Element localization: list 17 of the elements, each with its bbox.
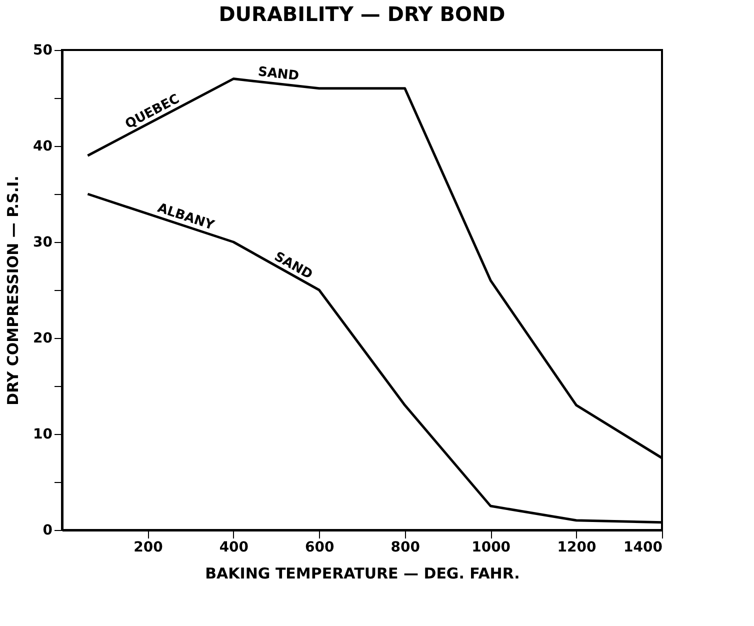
y-tick-label: 20 bbox=[33, 330, 53, 346]
x-tick-label: 800 bbox=[390, 540, 420, 556]
y-tick-label: 0 bbox=[42, 522, 53, 538]
y-tick-label: 50 bbox=[33, 42, 53, 58]
y-tick-label: 10 bbox=[33, 426, 53, 442]
x-tick-label: 600 bbox=[305, 540, 335, 556]
x-tick-label: 1400 bbox=[624, 540, 663, 556]
x-tick-label: 1200 bbox=[557, 540, 597, 556]
x-axis-title: BAKING TEMPERATURE — DEG. FAHR. bbox=[205, 564, 520, 582]
chart-title: DURABILITY — DRY BOND bbox=[218, 2, 506, 26]
x-tick-label: 1000 bbox=[472, 540, 511, 556]
annotation: SAND bbox=[257, 64, 300, 84]
y-axis-title: DRY COMPRESSION — P.S.I. bbox=[4, 176, 22, 406]
y-tick-label: 30 bbox=[33, 234, 53, 250]
y-tick-label: 40 bbox=[33, 138, 53, 154]
x-tick-label: 200 bbox=[134, 540, 164, 556]
x-tick-label: 400 bbox=[219, 540, 249, 556]
